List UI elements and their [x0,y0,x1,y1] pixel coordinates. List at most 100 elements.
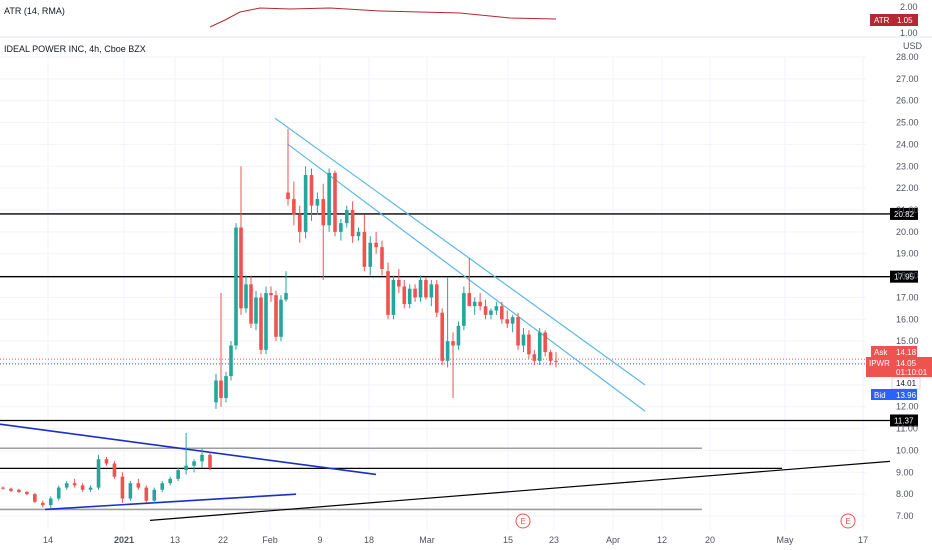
candle-body [120,476,125,499]
x-tick-label: 18 [364,535,374,545]
candle [229,341,233,381]
candle-body [462,293,466,326]
candle-body [303,175,308,232]
chart-title: IDEAL POWER INC, 4h, Cboe BZX [4,44,146,54]
x-tick-label: Feb [262,535,278,545]
candle [478,293,482,311]
y-tick-label: 20.00 [896,227,919,237]
y-tick-label: 12.00 [896,402,919,412]
price-axis[interactable]: 28.00 27.00 26.00 25.00 24.00 23.00 22.00 21.00… [896,52,919,521]
candle [368,236,373,276]
candle [505,310,510,329]
candle-body [429,284,434,298]
candle [344,205,349,228]
candle [254,290,258,331]
candle [192,459,196,473]
candle-body [297,214,302,232]
candle-body [543,332,547,353]
candle [259,293,263,355]
candle-body [152,489,157,501]
trendline-lower[interactable] [287,143,646,412]
candle-body [434,284,439,313]
candle [397,269,401,294]
candle-body [527,334,531,355]
candle-body [402,286,407,304]
candle [440,308,444,366]
candle [402,279,407,309]
candle-body [259,297,263,350]
candle-body [380,247,384,270]
candle [1,486,5,490]
candle-body [1,487,5,489]
candle-body [200,454,204,462]
candle-body [104,459,109,464]
x-tick-label: Apr [606,535,620,545]
candle-body [80,485,85,490]
candle-body [208,454,212,468]
candle-body [505,319,510,324]
candle-body [249,284,253,324]
candle-body [356,231,361,237]
candle-body [494,306,499,311]
ask-label: Ask [874,348,888,357]
x-tick-label: Mar [419,535,435,545]
atr-line [209,7,557,28]
candle [279,295,283,342]
candle [548,349,553,366]
candle-body [244,284,248,309]
price-labels: Ask 14.18 IPWR 14.05 01:10:01 14.01 Bid … [866,346,932,400]
time-axis[interactable]: 14 2021 13 22 Feb 9 18 Mar 15 23 Apr 12 20 May 17 [43,535,868,545]
atr-badge-label: ATR [874,16,890,25]
candle [483,299,488,320]
candle [239,166,243,315]
candle-body [64,483,69,488]
candle [321,183,326,280]
bid-value: 13.96 [896,391,917,400]
trendline-triangle-bottom[interactable] [44,493,297,511]
candle-body [537,332,542,361]
trendline-upper[interactable] [274,117,646,386]
trendlines [0,117,891,521]
trendline-long-support[interactable] [149,460,891,521]
earnings-event-icon[interactable] [515,513,531,529]
horizontal-levels: 20.82 17.95 11.37 [0,207,918,511]
x-tick-label: 17 [858,535,868,545]
trendline-triangle-top[interactable] [0,423,377,476]
candle-body [269,293,273,296]
candle [176,467,180,482]
candle-body [489,310,493,315]
candle-body [467,293,472,307]
candle-body [88,487,93,490]
candle-body [456,325,461,346]
candle-body [397,279,401,287]
y-tick-label: 22.00 [896,183,919,193]
level-label: 11.37 [894,416,914,425]
atr-badge-value: 1.05 [897,16,913,25]
y-tick-label: 9.00 [896,467,914,477]
candle-body [418,279,423,298]
ask-badge [871,346,917,357]
candle [234,223,238,350]
candle-body [521,334,526,346]
candle [48,496,53,509]
candle [56,485,61,501]
candle [554,352,558,368]
x-tick-label: 2021 [114,535,134,545]
candle-body [48,498,53,506]
candle [80,483,85,492]
candle-body [510,317,515,324]
candles [1,129,558,509]
candle [374,231,378,254]
y-tick-label: 17.00 [896,292,919,302]
earnings-event-icon[interactable] [840,513,856,529]
candle [362,214,367,272]
candle [96,454,101,490]
atr-tick-2: 2.00 [900,2,918,12]
x-tick-label: 15 [503,535,513,545]
candle [356,227,361,241]
candle-body [219,380,223,398]
candle-body [144,487,149,501]
candle-body [413,288,417,298]
candle [521,328,526,353]
